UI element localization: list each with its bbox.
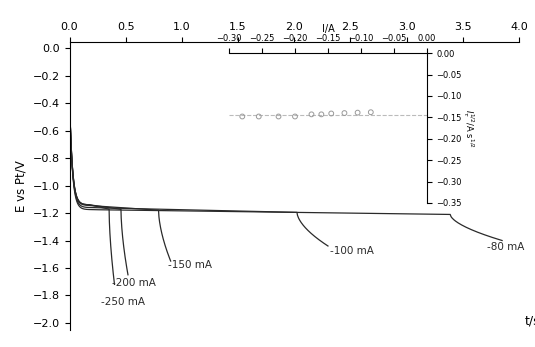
Text: t/s: t/s [524,314,535,328]
Text: -80 mA: -80 mA [487,242,525,252]
Y-axis label: E vs Pt/V: E vs Pt/V [14,160,27,212]
Text: -100 mA: -100 mA [330,246,374,256]
Text: -250 mA: -250 mA [101,297,145,307]
Text: -150 mA: -150 mA [169,260,212,270]
Text: -200 mA: -200 mA [112,278,156,288]
